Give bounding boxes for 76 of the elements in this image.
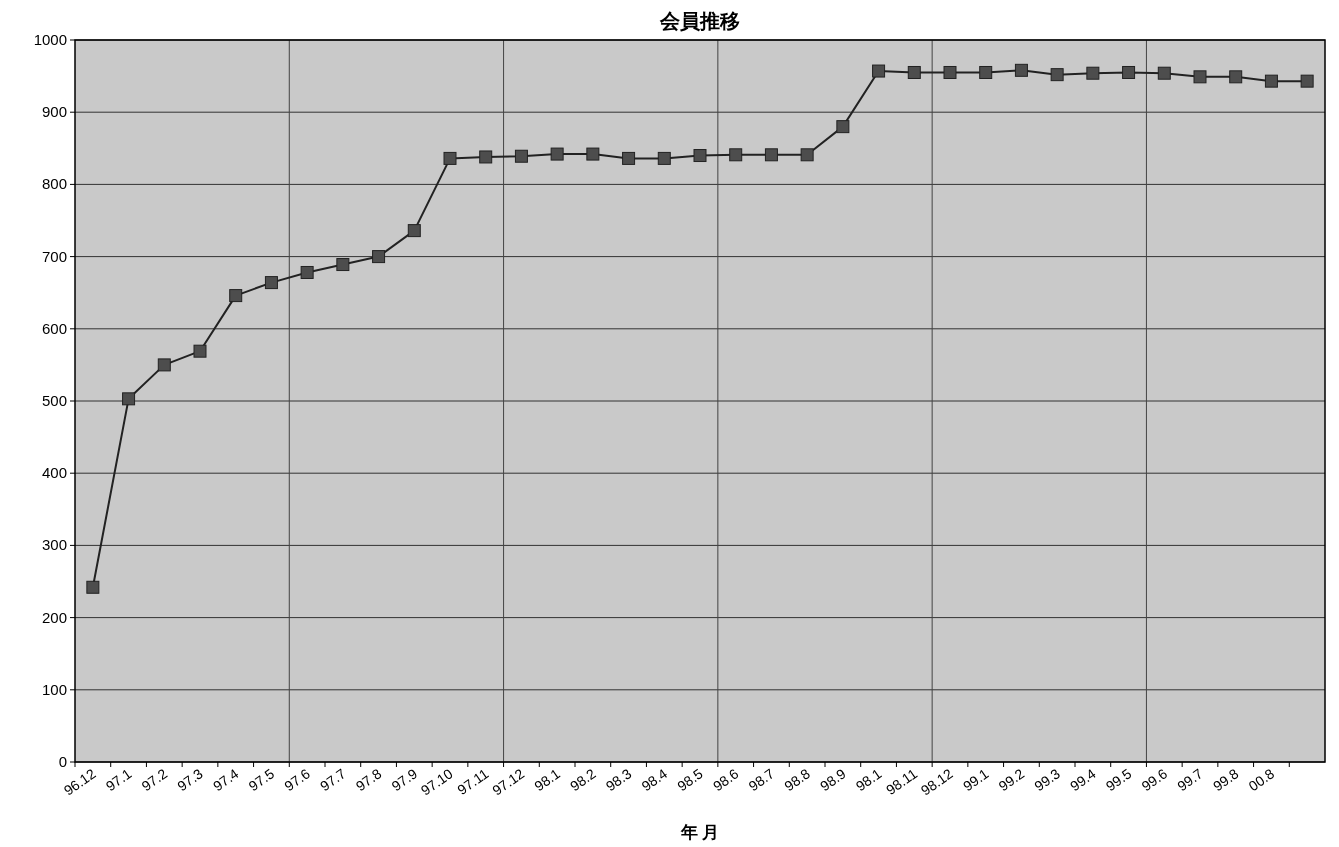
point [979,65,993,79]
point [1300,74,1314,88]
x-tick-label: 97.9 [388,765,421,795]
point [122,392,136,406]
y-tick-label: 400 [41,464,67,482]
x-tick-label: 97.5 [245,765,278,795]
x-tick-label: 97.3 [174,765,206,795]
point [1229,70,1243,84]
y-tick-label: 600 [41,319,67,337]
x-tick-label: 98.1 [531,765,564,795]
x-tick-label: 98.7 [745,765,778,795]
x-tick-label: 99.1 [959,765,992,795]
point [872,64,886,78]
point [193,344,207,358]
point [550,147,564,161]
x-tick-label: 99.5 [1102,765,1135,795]
y-tick-label: 500 [41,392,67,409]
x-tick-label: 98.1 [852,765,885,795]
x-tick-label: 00.8 [1245,765,1278,795]
point [693,149,707,163]
point [407,224,421,238]
point [514,149,528,163]
x-tick-label: 98.5 [674,765,706,795]
x-tick-label: 97.4 [209,765,242,795]
point [336,258,350,272]
point [372,250,386,264]
x-tick-label: 97.2 [138,765,171,795]
y-tick-label: 200 [41,608,67,626]
y-tick-label: 1000 [33,31,67,48]
point [479,150,493,164]
y-tick-label: 700 [41,247,67,265]
x-tick-label: 99.3 [1031,765,1064,795]
point [157,358,171,372]
x-tick-label: 98.9 [817,765,849,795]
y-tick-label: 900 [41,103,67,121]
point [1264,74,1278,88]
x-tick-label: 97.1 [102,765,135,795]
x-tick-label: 98.6 [709,765,742,795]
point [836,120,850,134]
point [264,276,278,290]
point [907,65,921,79]
x-tick-label: 98.4 [638,765,671,795]
point [764,148,778,162]
point [1122,65,1136,79]
y-tick-label: 0 [58,753,67,770]
x-tick-label: 99.2 [995,765,1028,795]
x-axis-title: 年 月 [679,823,720,842]
point [300,265,314,279]
x-tick-label: 99.4 [1067,765,1099,795]
x-tick-label: 97.8 [352,765,385,795]
x-tick-label: 97.7 [317,765,349,795]
x-tick-label: 98.3 [602,765,635,795]
y-tick-label: 300 [41,536,67,554]
x-tick-label: 97.6 [281,765,314,795]
y-tick-label: 800 [41,175,67,193]
point [657,151,671,165]
x-tick-label: 98.8 [781,765,814,795]
point [800,148,814,162]
x-tick-label: 99.8 [1209,765,1242,795]
x-tick-label: 98.2 [567,765,599,795]
point [229,289,243,303]
chart-title: 会員推移 [659,10,740,32]
x-tick-label: 99.7 [1174,765,1206,795]
x-tick-label: 99.6 [1138,765,1171,795]
point [1086,66,1100,80]
point [1193,70,1207,84]
point [1014,63,1028,77]
point [943,65,957,79]
point [443,151,457,165]
point [586,147,600,161]
point [1157,66,1171,80]
point [729,148,743,162]
point [622,151,636,165]
point [1050,68,1064,82]
y-tick-label: 100 [41,680,67,698]
point [86,580,100,594]
